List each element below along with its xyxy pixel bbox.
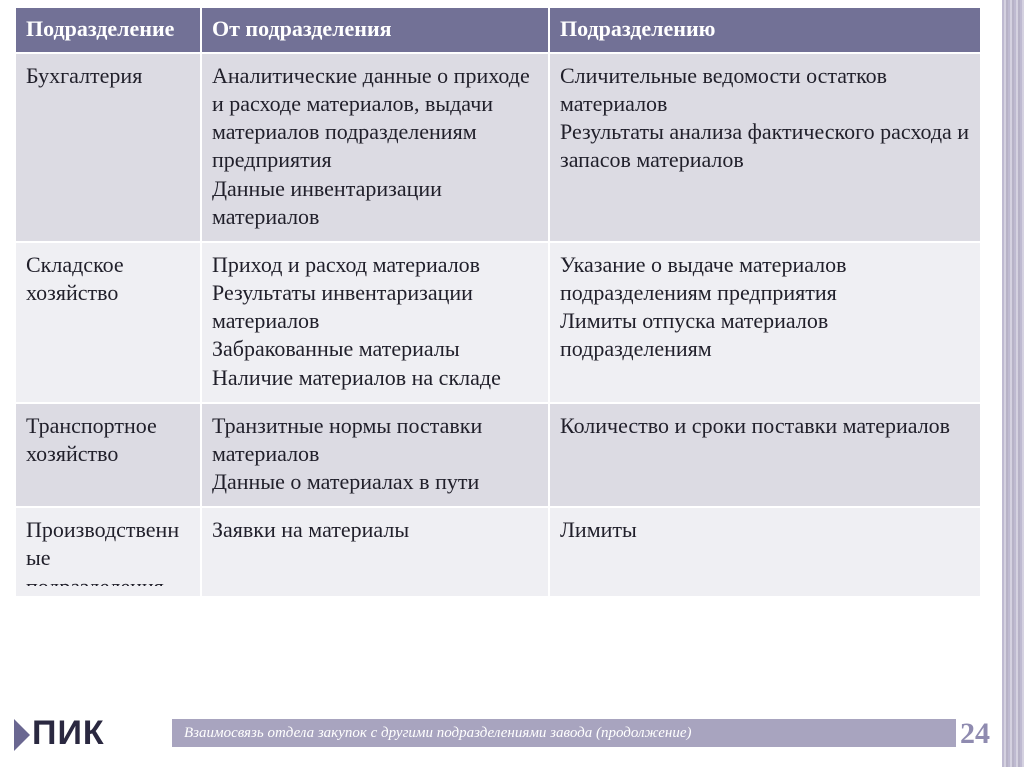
logo-text: ПИК	[32, 714, 105, 753]
footer: ПИК Взаимосвязь отдела закупок с другими…	[0, 707, 1024, 753]
cell-to: Количество и сроки поставки материалов	[549, 403, 981, 507]
table-header-row: Подразделение От подразделения Подраздел…	[15, 7, 981, 53]
cell-dept: Производственные подразделения	[15, 507, 201, 597]
table-row: Складское хозяйство Приход и расход мате…	[15, 242, 981, 403]
cell-from: Транзитные нормы поставки материалов Дан…	[201, 403, 549, 507]
cell-from: Аналитические данные о приходе и расходе…	[201, 53, 549, 242]
col-header-dept: Подразделение	[15, 7, 201, 53]
table-container: Подразделение От подразделения Подраздел…	[14, 6, 980, 598]
cell-from: Заявки на материалы	[201, 507, 549, 597]
chevron-icon	[14, 719, 30, 751]
departments-table: Подразделение От подразделения Подраздел…	[14, 6, 982, 598]
page-number: 24	[960, 717, 990, 751]
cell-to: Сличительные ведомости остатков материал…	[549, 53, 981, 242]
slide: Подразделение От подразделения Подраздел…	[0, 0, 1024, 767]
table-row: Бухгалтерия Аналитические данные о прихо…	[15, 53, 981, 242]
cell-dept: Бухгалтерия	[15, 53, 201, 242]
cell-dept: Транспортное хозяйство	[15, 403, 201, 507]
table-row: Производственные подразделения Заявки на…	[15, 507, 981, 597]
col-header-to: Подразделению	[549, 7, 981, 53]
table-row: Транспортное хозяйство Транзитные нормы …	[15, 403, 981, 507]
caption-bar: Взаимосвязь отдела закупок с другими под…	[172, 719, 956, 747]
cell-from: Приход и расход материалов Результаты ин…	[201, 242, 549, 403]
col-header-from: От подразделения	[201, 7, 549, 53]
decor-stripe	[1002, 0, 1024, 767]
cell-to: Указание о выдаче материалов подразделен…	[549, 242, 981, 403]
logo: ПИК	[14, 714, 105, 753]
cell-to: Лимиты	[549, 507, 981, 597]
cell-dept: Складское хозяйство	[15, 242, 201, 403]
